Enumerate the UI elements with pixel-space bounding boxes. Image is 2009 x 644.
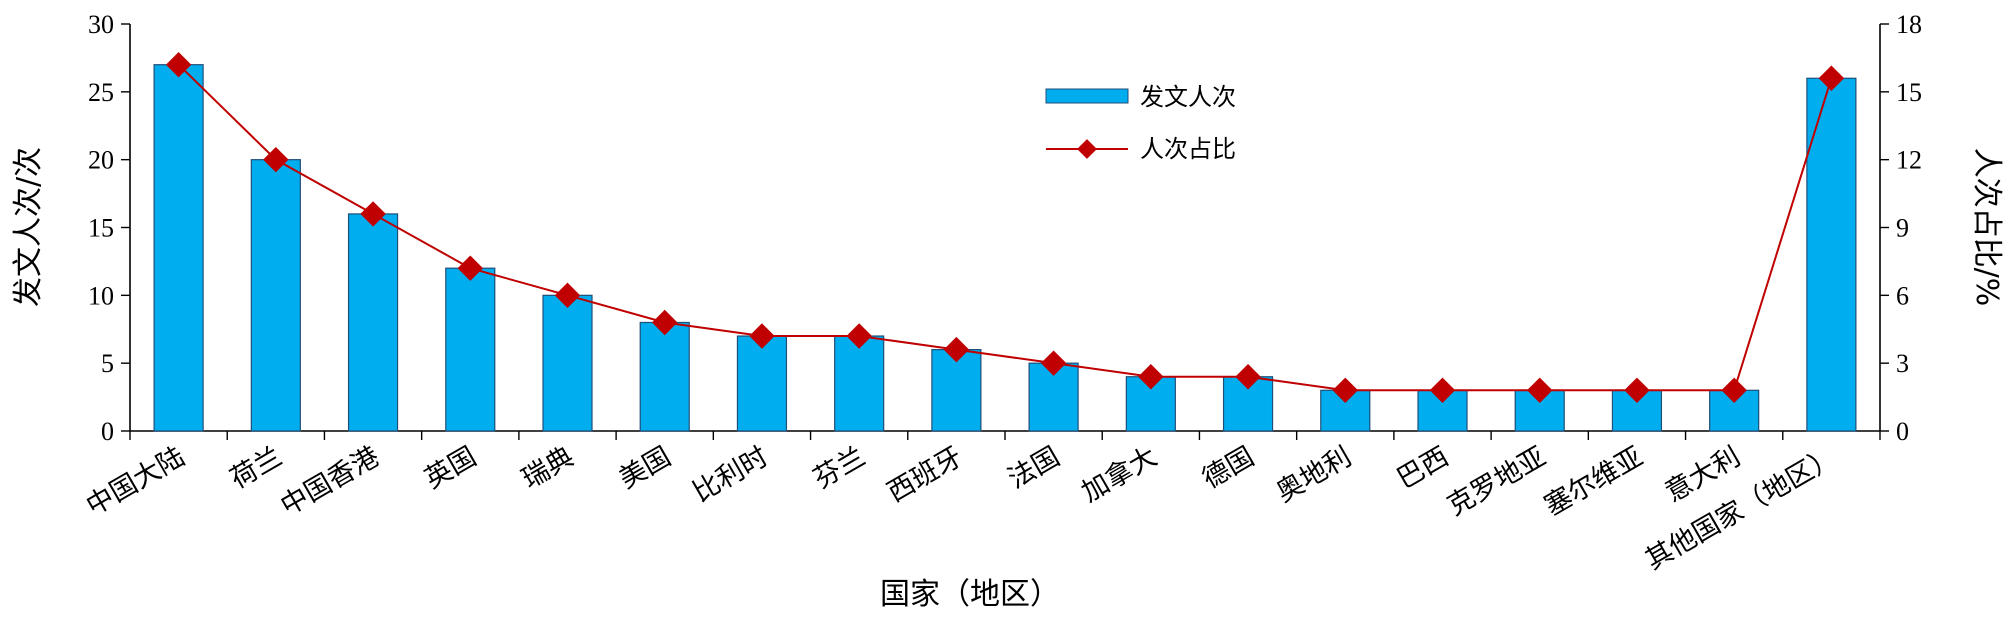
- bar: [834, 335, 885, 432]
- x-tick-label: 奥地利: [1271, 441, 1357, 508]
- bar: [639, 321, 690, 432]
- line-point: [749, 323, 775, 349]
- legend-label-bar: 发文人次: [1140, 83, 1236, 111]
- y-tick-label-right: 18: [1896, 10, 1922, 39]
- line-point: [554, 282, 581, 309]
- x-tick-label: 德国: [1197, 441, 1259, 495]
- line-point: [457, 255, 484, 281]
- line-point: [263, 146, 289, 173]
- y-tick-label-right: 15: [1896, 78, 1922, 107]
- line-point: [943, 336, 970, 363]
- line-path: [177, 63, 1833, 392]
- bar: [931, 349, 982, 432]
- line-point: [360, 201, 386, 227]
- x-tick-label: 西班牙: [882, 441, 968, 508]
- legend: 发文人次 人次占比: [1045, 83, 1236, 163]
- x-axis-label: 国家（地区）: [880, 577, 1060, 612]
- legend-label-line: 人次占比: [1140, 135, 1236, 163]
- x-tick-label: 加拿大: [1077, 441, 1163, 508]
- legend-swatch-marker: [1077, 139, 1097, 159]
- line-point: [651, 309, 678, 336]
- x-tick-label: 芬兰: [808, 441, 870, 495]
- x-tick-label: 瑞典: [517, 441, 579, 495]
- x-tick-label: 塞尔维亚: [1539, 441, 1648, 522]
- x-tick-label: 荷兰: [225, 441, 287, 495]
- bar: [347, 213, 399, 432]
- bar: [153, 64, 204, 432]
- bar: [736, 335, 788, 432]
- y-tick-label-right: 3: [1896, 349, 1909, 378]
- y-tick-label-left: 30: [88, 10, 114, 39]
- bar: [445, 267, 496, 432]
- y-tick-label-left: 15: [88, 214, 114, 243]
- y-tick-label-right: 6: [1896, 281, 1909, 310]
- line-series: [165, 51, 1845, 404]
- axis-labels: 发文人次/次 人次占比/% 国家（地区）: [11, 147, 2004, 612]
- x-tick-label: 中国香港: [276, 441, 385, 522]
- x-tick-label: 中国大陆: [81, 441, 190, 522]
- y-tick-label-left: 25: [88, 78, 114, 107]
- x-tick-label: 比利时: [688, 441, 774, 508]
- y-tick-label-right: 12: [1896, 146, 1922, 175]
- bar: [1806, 77, 1857, 432]
- x-tick-label: 英国: [420, 441, 482, 495]
- y-tick-label-left: 0: [101, 417, 114, 446]
- x-tick-label: 美国: [614, 441, 676, 495]
- y-axis-label-left: 发文人次/次: [11, 147, 46, 307]
- y-tick-label-right: 9: [1896, 214, 1909, 243]
- bar-series: [153, 64, 1857, 432]
- y-tick-label-right: 0: [1896, 417, 1909, 446]
- y-tick-label-left: 20: [88, 146, 114, 175]
- x-tick-label: 巴西: [1392, 441, 1454, 495]
- line-point: [846, 323, 872, 349]
- legend-swatch-bar: [1045, 88, 1129, 104]
- y-tick-label-left: 5: [101, 349, 114, 378]
- x-tick-label: 法国: [1003, 441, 1065, 495]
- y-axis-label-right: 人次占比/%: [1969, 148, 2004, 307]
- bar: [250, 159, 301, 432]
- bar: [542, 294, 593, 432]
- x-tick-label: 克罗地亚: [1442, 441, 1551, 522]
- y-tick-label-left: 10: [88, 281, 114, 310]
